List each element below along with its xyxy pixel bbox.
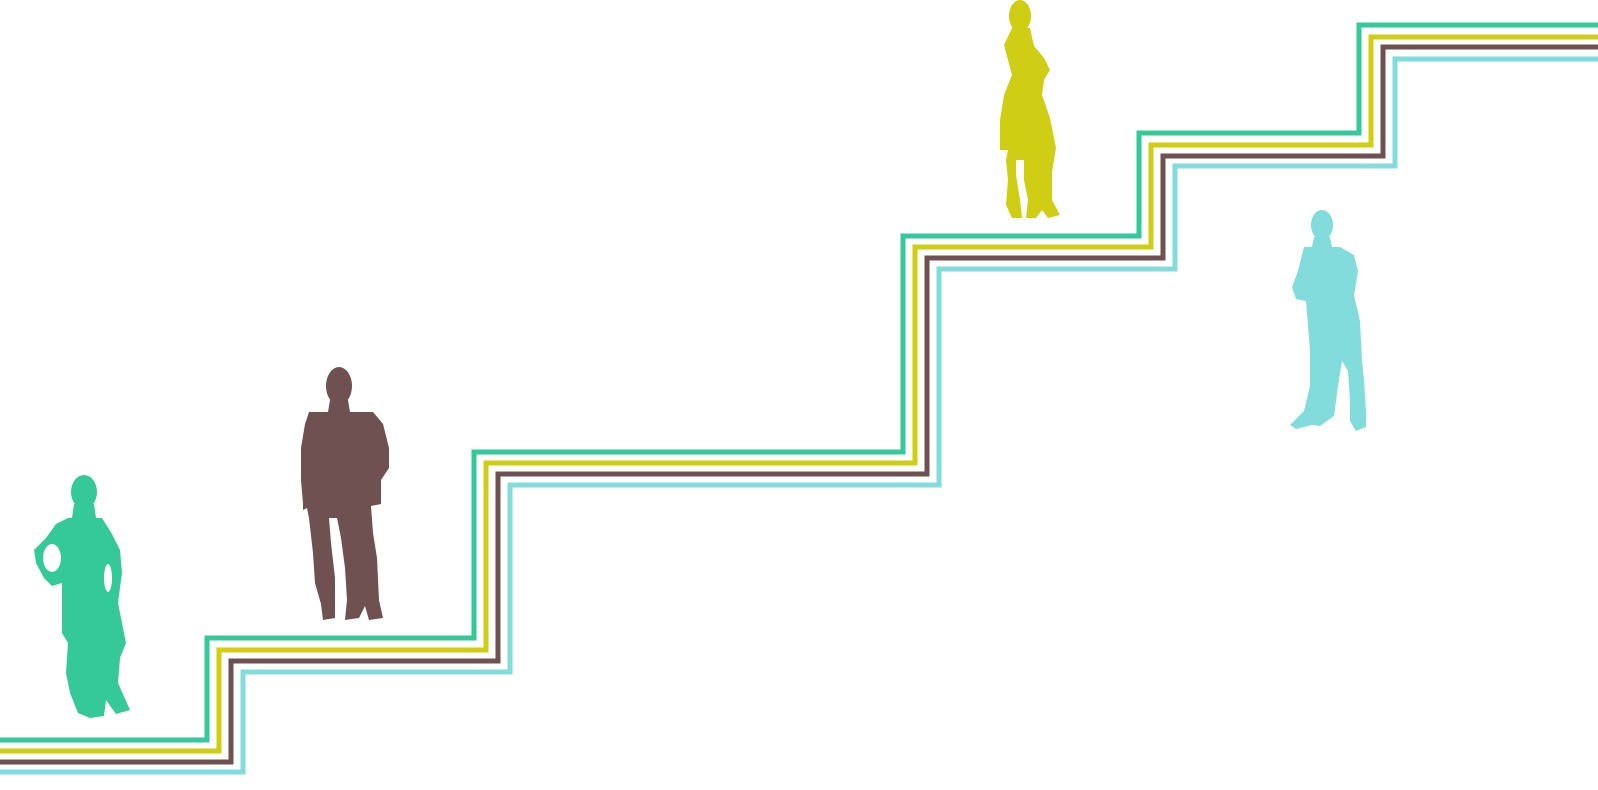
man-figure-brown [301,367,389,620]
man-silhouette-icon [301,367,389,620]
stair-line-green [0,22,1598,743]
stair-line-brown [0,44,1598,765]
man-figure-cyan [1290,210,1366,431]
stair-line-yellow [0,34,1598,754]
woman-figure-green [34,475,130,718]
woman-figure-yellow [1000,0,1060,218]
woman-silhouette-icon [34,475,130,718]
stair-line-cyan [0,56,1598,775]
woman-silhouette-icon [1000,0,1060,218]
man-silhouette-icon [1290,210,1366,431]
